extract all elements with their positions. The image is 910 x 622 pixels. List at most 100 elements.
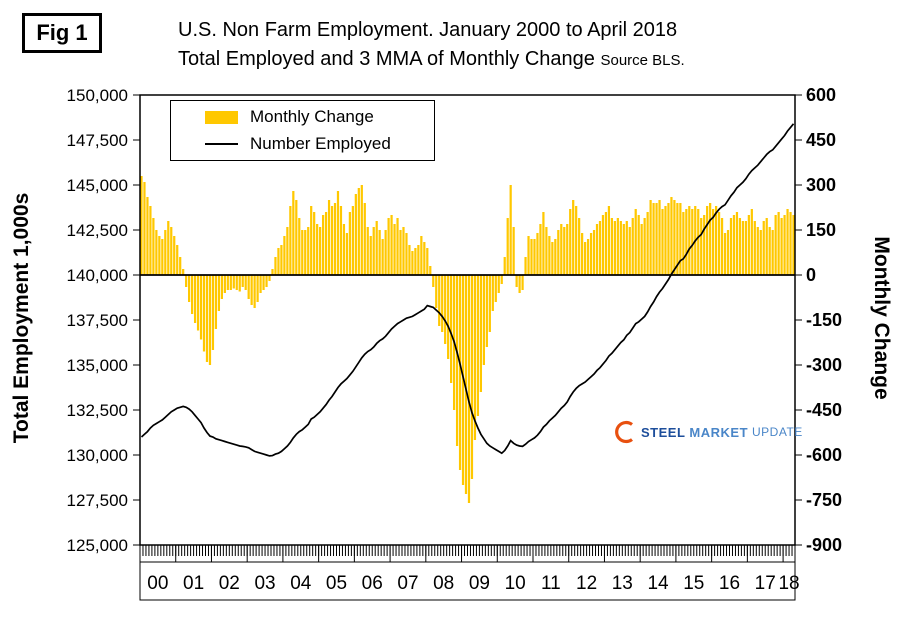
monthly-change-bar — [509, 185, 512, 275]
monthly-change-bar — [143, 182, 146, 275]
monthly-change-bar — [450, 275, 453, 383]
monthly-change-bar — [455, 275, 459, 446]
monthly-change-bar — [703, 215, 706, 275]
monthly-change-bar — [539, 224, 542, 275]
monthly-change-bar — [292, 191, 295, 275]
monthly-change-bar — [607, 206, 611, 275]
monthly-change-bar — [247, 275, 250, 299]
monthly-change-bar — [583, 242, 587, 275]
monthly-change-bar — [679, 203, 682, 275]
monthly-change-bar — [503, 257, 506, 275]
monthly-change-bar — [470, 275, 474, 479]
monthly-change-bar — [366, 227, 369, 275]
x-axis-year-label: 04 — [290, 573, 312, 594]
legend-label-number-employed: Number Employed — [250, 134, 391, 153]
monthly-change-bar — [423, 242, 426, 275]
monthly-change-bar — [223, 275, 226, 293]
right-axis-tick-label: 600 — [806, 85, 836, 105]
logo-word-market: MARKET — [689, 424, 749, 440]
monthly-change-bar — [205, 275, 209, 362]
monthly-change-bar — [545, 227, 548, 275]
monthly-change-bar — [783, 215, 786, 275]
monthly-change-bar — [554, 239, 557, 275]
monthly-change-bar — [176, 245, 179, 275]
monthly-change-bar — [158, 236, 161, 275]
monthly-change-bar — [202, 275, 206, 352]
logo-swoosh-icon — [615, 420, 633, 444]
steel-market-update-logo: STEEL MARKET UPDATE — [612, 420, 803, 444]
monthly-change-bar — [777, 212, 780, 275]
monthly-change-bar — [664, 206, 667, 275]
monthly-change-bar — [598, 221, 602, 275]
monthly-change-bar — [268, 275, 271, 281]
monthly-change-bar — [208, 275, 212, 365]
monthly-change-bar — [435, 275, 438, 308]
monthly-change-bar — [199, 275, 203, 340]
monthly-change-bar — [765, 218, 768, 275]
x-axis-year-label: 12 — [576, 573, 597, 594]
monthly-change-bar — [491, 275, 494, 311]
monthly-change-bar — [354, 194, 357, 275]
plot-frame — [139, 94, 796, 546]
right-axis-tick-label: -450 — [806, 400, 842, 420]
monthly-change-bar — [193, 275, 197, 323]
monthly-change-bar — [768, 227, 771, 275]
monthly-change-bar — [238, 275, 241, 292]
monthly-change-bar — [595, 224, 599, 275]
left-axis-tick-label: 127,500 — [67, 491, 128, 510]
monthly-change-bar — [792, 215, 795, 275]
monthly-change-bar — [149, 206, 152, 275]
right-axis-tick-label: -900 — [806, 535, 842, 555]
monthly-change-bar — [447, 275, 450, 359]
monthly-change-bar — [220, 275, 223, 299]
left-axis-tick-label: 145,000 — [67, 176, 128, 195]
monthly-change-bar — [167, 221, 170, 275]
legend: Monthly Change Number Employed — [170, 100, 435, 161]
x-axis-year-label: 18 — [778, 573, 799, 594]
monthly-change-bar — [521, 275, 524, 290]
monthly-change-bar — [289, 206, 292, 275]
monthly-change-bar — [185, 275, 188, 287]
left-axis-tick-label: 130,000 — [67, 446, 128, 465]
monthly-change-bar — [658, 200, 661, 275]
monthly-change-bar — [652, 203, 655, 275]
monthly-change-bar — [351, 206, 354, 275]
monthly-change-bar — [634, 209, 637, 275]
monthly-change-bar — [518, 275, 521, 293]
chart-title-line1: U.S. Non Farm Employment. January 2000 t… — [178, 19, 678, 41]
monthly-change-bar — [473, 275, 477, 440]
monthly-change-bar — [319, 227, 322, 275]
monthly-change-bar — [673, 200, 676, 275]
monthly-change-bar — [390, 215, 393, 275]
monthly-change-bar — [298, 218, 301, 275]
monthly-change-bar — [161, 239, 164, 275]
monthly-change-bar — [637, 215, 640, 275]
right-axis-tick-label: 150 — [806, 220, 836, 240]
monthly-change-bar — [566, 224, 569, 275]
monthly-change-bar — [682, 212, 685, 275]
monthly-change-bar — [700, 218, 703, 275]
monthly-change-bar — [527, 236, 530, 275]
monthly-change-bar — [631, 218, 634, 275]
left-axis-tick-label: 150,000 — [67, 86, 128, 105]
monthly-change-bar — [372, 227, 375, 275]
monthly-change-bar — [190, 275, 194, 314]
monthly-change-bar — [762, 221, 765, 275]
monthly-change-bar — [232, 275, 235, 289]
monthly-change-bar — [572, 200, 575, 275]
monthly-change-bar — [408, 245, 411, 275]
monthly-change-bar — [494, 275, 497, 302]
monthly-change-bar — [458, 275, 462, 470]
monthly-change-bar — [363, 203, 366, 275]
monthly-change-bar — [253, 275, 256, 308]
right-axis-tick-label: 450 — [806, 130, 836, 150]
monthly-change-bar — [324, 212, 328, 275]
monthly-change-bar — [789, 212, 792, 275]
monthly-change-bar — [670, 197, 673, 275]
left-axis-tick-label: 147,500 — [67, 131, 128, 150]
x-axis-label-box — [139, 561, 796, 601]
monthly-change-bar — [613, 221, 616, 275]
monthly-change-bar — [723, 233, 727, 275]
monthly-change-bar — [286, 227, 289, 275]
